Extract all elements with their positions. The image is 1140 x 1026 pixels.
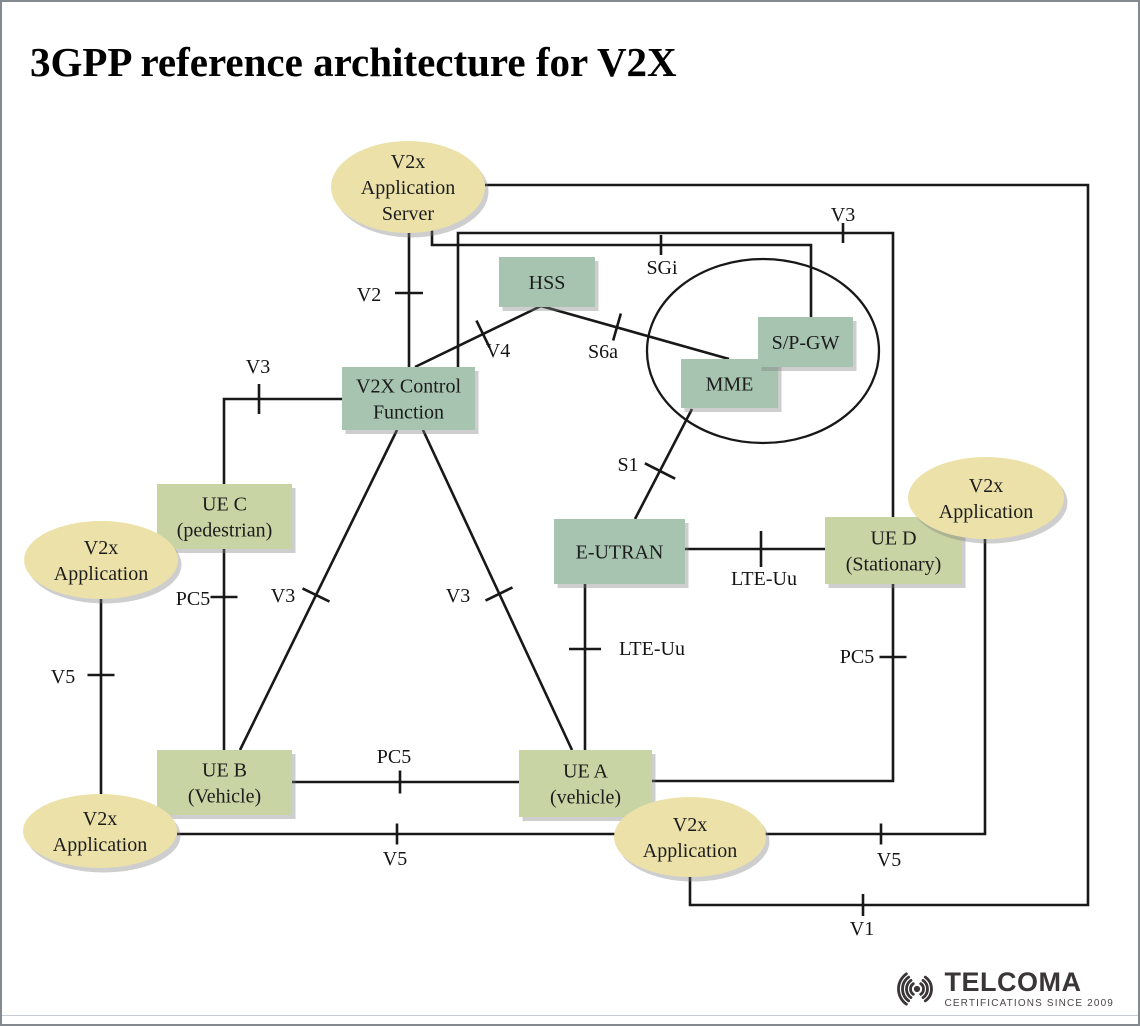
node-ue-c (157, 484, 292, 549)
node-ue-c-label: (pedestrian) (177, 520, 273, 542)
edge-v3-uec (222, 397, 342, 484)
edge-s1 (633, 408, 694, 520)
node-e-utran (554, 519, 685, 584)
tick-s1 (644, 462, 676, 480)
logo-tagline: CERTIFICATIONS SINCE 2009 (944, 998, 1114, 1009)
edge-s6a (540, 304, 730, 361)
epc-outline-ellipse (645, 257, 881, 445)
node-ue-a-label: UE A (563, 761, 609, 783)
edge-pc5-uea-ued (652, 584, 895, 783)
node-hss (499, 257, 595, 307)
node-ue-a (519, 750, 652, 817)
node-v2x-application-server-label: Application (361, 177, 455, 199)
edge-v3-ueb (238, 429, 399, 751)
page-title: 3GPP reference architecture for V2X (30, 39, 677, 85)
node-sp-gw (758, 317, 853, 367)
node-v2x-application-ue-c-label: V2x (84, 537, 118, 559)
node-v2x-application-ue-d (908, 457, 1064, 539)
node-v2x-application-ue-a (614, 797, 766, 877)
edge-label-v3-ued: V3 (831, 204, 855, 226)
edge-label-v3-uec: V3 (246, 356, 270, 378)
node-v2x-control-function (342, 367, 475, 430)
edge-sgi (430, 224, 813, 317)
node-ue-b (157, 750, 292, 815)
edge-label-lte-uu-uea: LTE-Uu (619, 638, 685, 660)
node-hss-label: HSS (529, 272, 566, 294)
edge-label-pc5-uea-ued: PC5 (840, 646, 874, 668)
logo-brand: TELCOMA (944, 967, 1082, 997)
node-mme (681, 359, 778, 408)
footer-divider (2, 1015, 1138, 1016)
node-v2x-application-ue-b-label: V2x (83, 808, 117, 830)
edge-label-v2: V2 (357, 284, 381, 306)
node-v2x-application-ue-d-label: V2x (969, 475, 1003, 497)
edge-label-v3-ueb: V3 (271, 585, 295, 607)
node-ue-a-label: (vehicle) (550, 787, 621, 809)
tick-s6a (611, 313, 623, 341)
edge-label-v5-left: V5 (51, 666, 75, 688)
edge-label-v5-bottom-right: V5 (877, 849, 901, 871)
node-v2x-control-function-label: V2X Control (356, 376, 461, 398)
tick-v4 (475, 319, 491, 349)
node-v2x-application-ue-b (23, 794, 177, 868)
tick-v3-ueb (301, 587, 331, 603)
node-ue-b-label: (Vehicle) (188, 786, 261, 808)
node-sp-gw-label: S/P-GW (772, 332, 840, 354)
edge-label-lte-uu-ued: LTE-Uu (731, 568, 797, 590)
node-v2x-application-ue-a-label: Application (643, 840, 737, 862)
edge-v3-uea (421, 429, 574, 751)
node-ue-d-label: UE D (870, 528, 916, 550)
edge-label-v4: V4 (486, 340, 510, 362)
telcoma-antenna-icon (897, 972, 934, 1006)
edge-label-pc5-uec-ueb: PC5 (176, 588, 210, 610)
edge-label-v3-uea: V3 (446, 585, 470, 607)
node-e-utran-label: E-UTRAN (576, 542, 664, 564)
node-mme-label: MME (706, 374, 754, 396)
node-v2x-application-server-label: V2x (391, 151, 425, 173)
edge-label-s1: S1 (617, 454, 638, 476)
node-ue-d-label: (Stationary) (846, 554, 942, 576)
node-v2x-application-ue-a-label: V2x (673, 814, 707, 836)
node-v2x-application-ue-c-label: Application (54, 563, 148, 585)
node-v2x-application-ue-c (24, 521, 178, 599)
edge-v4 (414, 304, 542, 369)
telcoma-logo: TELCOMA CERTIFICATIONS SINCE 2009 (894, 969, 1114, 1009)
edge-label-v5-bottom-left: V5 (383, 848, 407, 870)
node-v2x-application-server (331, 141, 485, 233)
node-v2x-control-function-label: Function (373, 402, 444, 424)
edge-label-s6a: S6a (588, 341, 618, 363)
edge-label-v1: V1 (850, 918, 874, 940)
edge-v1 (485, 183, 1090, 907)
node-ue-c-label: UE C (202, 494, 247, 516)
logo-text: TELCOMA CERTIFICATIONS SINCE 2009 (944, 967, 1114, 1010)
node-v2x-application-server-label: Server (382, 203, 435, 225)
edge-v5-bottom-right (765, 539, 987, 836)
edge-label-pc5-ueb-uea: PC5 (377, 746, 411, 768)
tick-v3-uea (484, 586, 514, 602)
edge-v3-ued (456, 231, 895, 517)
node-ue-b-label: UE B (202, 760, 247, 782)
node-v2x-application-ue-d-label: Application (939, 501, 1033, 523)
node-v2x-application-ue-b-label: Application (53, 834, 147, 856)
edge-label-sgi: SGi (646, 257, 678, 279)
